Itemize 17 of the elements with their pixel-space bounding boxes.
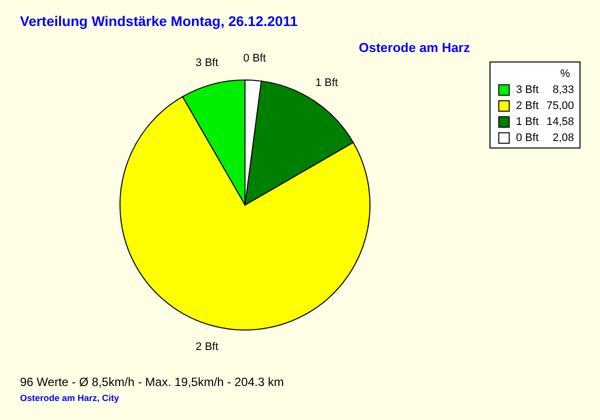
text: Osterode am Harz, City (20, 393, 120, 403)
data-label: 8,33 (552, 84, 574, 96)
legend-label: 1 Bft (516, 116, 539, 128)
chart-title: Verteilung Windstärke Montag, 26.12.2011 (20, 13, 298, 29)
data-label: 75,00 (546, 100, 574, 112)
slice-label: 2 Bft (196, 340, 218, 353)
legend-label: 3 Bft (516, 84, 539, 96)
slice-label: 3 Bft (196, 57, 218, 70)
legend-title: % (560, 68, 570, 80)
legend-label: 0 Bft (516, 132, 539, 144)
data-label: 2,08 (552, 132, 574, 144)
legend-label: 2 Bft (516, 100, 539, 112)
text: 96 Werte - Ø 8,5km/h - Max. 19,5km/h - 204.3 km (20, 375, 284, 389)
slice-label: 0 Bft (243, 52, 266, 64)
chart-subtitle: Osterode am Harz (358, 40, 470, 55)
slice-label: 1 Bft (315, 76, 338, 89)
data-label: 14,58 (546, 116, 574, 128)
